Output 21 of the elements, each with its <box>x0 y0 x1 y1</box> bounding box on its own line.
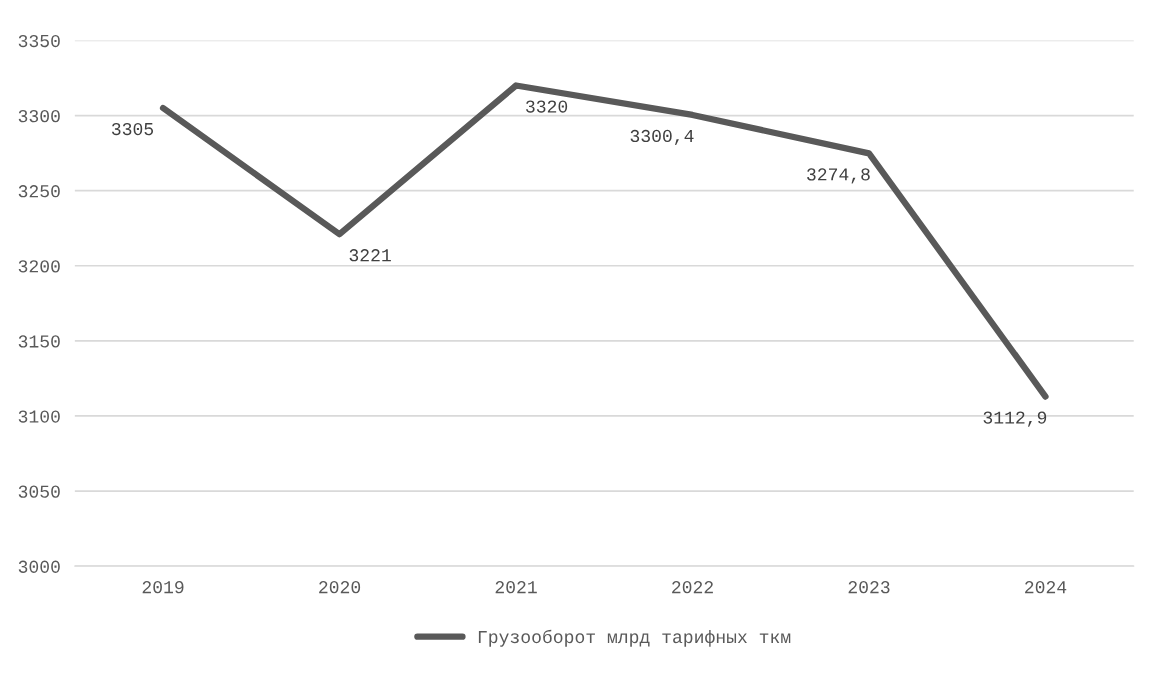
data-label: 3300,4 <box>630 129 694 146</box>
y-tick-label: 3350 <box>18 34 60 48</box>
y-tick-label: 3100 <box>18 410 60 423</box>
y-tick-label: 3200 <box>18 260 60 273</box>
y-tick-label: 3150 <box>18 335 60 348</box>
x-tick-label: 2021 <box>495 581 537 594</box>
x-tick-label: 2023 <box>848 581 890 594</box>
data-label: 3320 <box>526 100 568 113</box>
x-tick-label: 2022 <box>672 581 713 594</box>
y-tick-label: 3000 <box>18 560 60 573</box>
y-tick-label: 3300 <box>18 110 60 123</box>
x-tick-label: 2019 <box>142 581 184 594</box>
x-tick-label: 2024 <box>1025 581 1067 594</box>
legend-label: Грузооборот млрд тарифных ткм <box>478 629 791 647</box>
y-tick-label: 3250 <box>18 185 60 198</box>
x-tick-label: 2020 <box>319 581 361 594</box>
y-tick-label: 3050 <box>18 485 60 498</box>
data-label: 3112,9 <box>983 411 1047 427</box>
data-label: 3305 <box>111 122 154 136</box>
data-label: 3221 <box>349 249 391 262</box>
data-label: 3274,8 <box>807 168 870 184</box>
